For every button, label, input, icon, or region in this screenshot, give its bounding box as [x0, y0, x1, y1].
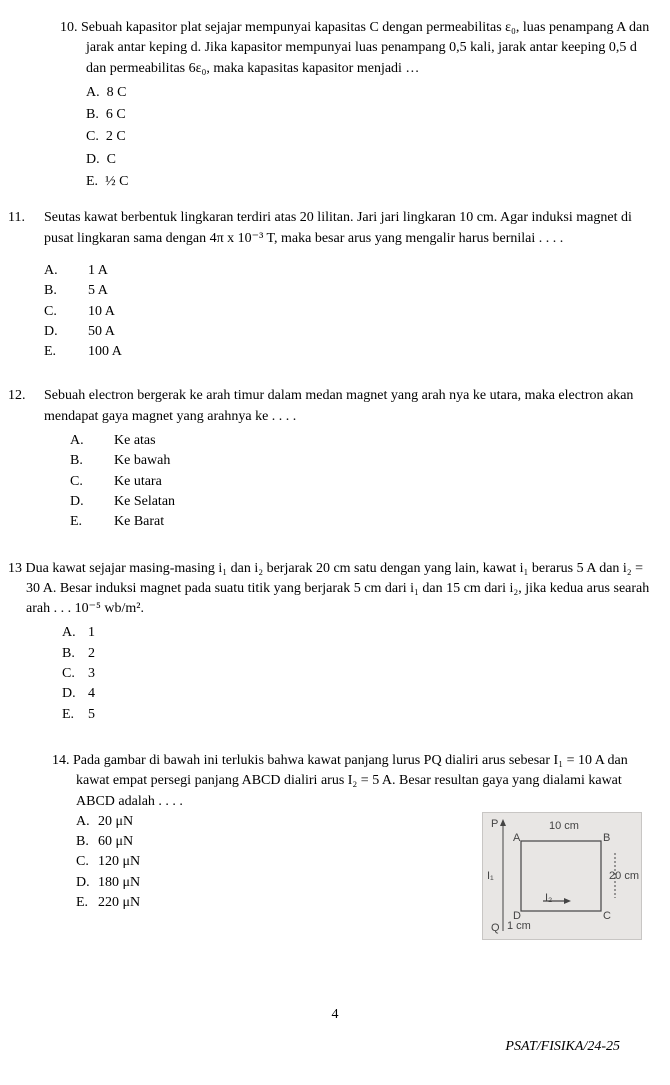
- q10-opt-b: B. 6 C: [86, 105, 650, 125]
- q11-opt-e: E.100 A: [44, 342, 650, 362]
- q13-opt-b-text: 2: [88, 644, 95, 664]
- q11-opt-a: A.1 A: [44, 261, 650, 281]
- q10-opt-d: D. C: [86, 150, 650, 170]
- q10-opt-a-text: 8 C: [107, 85, 127, 100]
- question-10: 10. Sebuah kapasitor plat sejajar mempun…: [0, 18, 650, 192]
- q13-opt-a-text: 1: [88, 623, 95, 643]
- q10-opt-a: A. 8 C: [86, 83, 650, 103]
- fig-label-c: C: [603, 909, 611, 925]
- q13-options: A.1 B.2 C.3 D.4 E.5: [8, 623, 650, 724]
- q11-opt-a-text: 1 A: [88, 261, 108, 281]
- q10-opt-e-text: ½ C: [105, 174, 128, 189]
- q14-stem: 14. Pada gambar di bawah ini terlukis ba…: [52, 751, 650, 812]
- q10-options: A. 8 C B. 6 C C. 2 C D. C E. ½ C: [60, 83, 650, 192]
- footer-code: PSAT/FISIKA/24-25: [505, 1037, 620, 1057]
- q11-opt-c: C.10 A: [44, 302, 650, 322]
- fig-label-q: Q: [491, 921, 500, 937]
- q12-opt-d: D.Ke Selatan: [70, 492, 650, 512]
- q12-opt-a-text: Ke atas: [114, 431, 156, 451]
- q14-options: A.20 μN B.60 μN C.120 μN D.180 μN E.220 …: [52, 812, 482, 913]
- q10-opt-b-text: 6 C: [106, 107, 126, 122]
- q10-stem: 10. Sebuah kapasitor plat sejajar mempun…: [60, 18, 650, 79]
- q11-opt-d-text: 50 A: [88, 322, 115, 342]
- fig-label-i1: I₁: [487, 869, 494, 885]
- q14-opt-e-text: 220 μN: [98, 893, 140, 913]
- fig-label-b: B: [603, 831, 610, 847]
- q11-stem: Seutas kawat berbentuk lingkaran terdiri…: [44, 208, 650, 249]
- fig-label-i2: I₂: [545, 891, 552, 907]
- q11-number: 11.: [8, 208, 44, 249]
- q11-opt-d: D.50 A: [44, 322, 650, 342]
- question-11: 11. Seutas kawat berbentuk lingkaran ter…: [0, 208, 650, 362]
- q12-opt-c-text: Ke utara: [114, 472, 162, 492]
- question-13: 13 Dua kawat sejajar masing-masing i₁ da…: [0, 559, 650, 725]
- q13-opt-a: A.1: [62, 623, 650, 643]
- fig-label-right: 20 cm: [609, 869, 639, 885]
- q13-opt-d-text: 4: [88, 684, 95, 704]
- fig-label-top: 10 cm: [549, 819, 579, 835]
- q14-opt-a: A.20 μN: [76, 812, 482, 832]
- q13-opt-d: D.4: [62, 684, 650, 704]
- q13-stem: 13 Dua kawat sejajar masing-masing i₁ da…: [8, 559, 650, 620]
- q12-number: 12.: [8, 386, 44, 427]
- q13-opt-e: E.5: [62, 705, 650, 725]
- q14-opt-d-text: 180 μN: [98, 873, 140, 893]
- q10-opt-c-text: 2 C: [106, 129, 126, 144]
- q14-opt-e: E.220 μN: [76, 893, 482, 913]
- fig-label-bottom: 1 cm: [507, 919, 531, 935]
- q13-opt-c: C.3: [62, 664, 650, 684]
- q10-opt-c: C. 2 C: [86, 127, 650, 147]
- q12-opt-b-text: Ke bawah: [114, 451, 170, 471]
- q13-opt-e-text: 5: [88, 705, 95, 725]
- question-12: 12. Sebuah electron bergerak ke arah tim…: [0, 386, 650, 532]
- q14-opt-d: D.180 μN: [76, 873, 482, 893]
- q12-opt-e: E.Ke Barat: [70, 512, 650, 532]
- q10-opt-e: E. ½ C: [86, 172, 650, 192]
- fig-label-p: P: [491, 817, 498, 833]
- q13-opt-b: B.2: [62, 644, 650, 664]
- fig-label-a: A: [513, 831, 520, 847]
- q14-opt-c-text: 120 μN: [98, 852, 140, 872]
- q11-options: A.1 A B.5 A C.10 A D.50 A E.100 A: [8, 261, 650, 362]
- q12-opt-e-text: Ke Barat: [114, 512, 164, 532]
- q14-opt-b-text: 60 μN: [98, 832, 133, 852]
- question-14: 14. Pada gambar di bawah ini terlukis ba…: [0, 751, 650, 940]
- q13-opt-c-text: 3: [88, 664, 95, 684]
- q14-opt-c: C.120 μN: [76, 852, 482, 872]
- q12-opt-d-text: Ke Selatan: [114, 492, 175, 512]
- q11-opt-b: B.5 A: [44, 281, 650, 301]
- page-number: 4: [0, 1005, 670, 1025]
- q12-options: A.Ke atas B.Ke bawah C.Ke utara D.Ke Sel…: [8, 431, 650, 532]
- q11-opt-c-text: 10 A: [88, 302, 115, 322]
- q12-opt-a: A.Ke atas: [70, 431, 650, 451]
- q11-opt-b-text: 5 A: [88, 281, 108, 301]
- q12-opt-c: C.Ke utara: [70, 472, 650, 492]
- q14-opt-b: B.60 μN: [76, 832, 482, 852]
- q10-opt-d-text: C: [107, 152, 116, 167]
- q12-opt-b: B.Ke bawah: [70, 451, 650, 471]
- q11-opt-e-text: 100 A: [88, 342, 122, 362]
- q14-opt-a-text: 20 μN: [98, 812, 133, 832]
- q14-figure: P Q A B C D I₁ I₂ 10 cm 20 cm 1 cm: [482, 812, 642, 940]
- q12-stem: Sebuah electron bergerak ke arah timur d…: [44, 386, 650, 427]
